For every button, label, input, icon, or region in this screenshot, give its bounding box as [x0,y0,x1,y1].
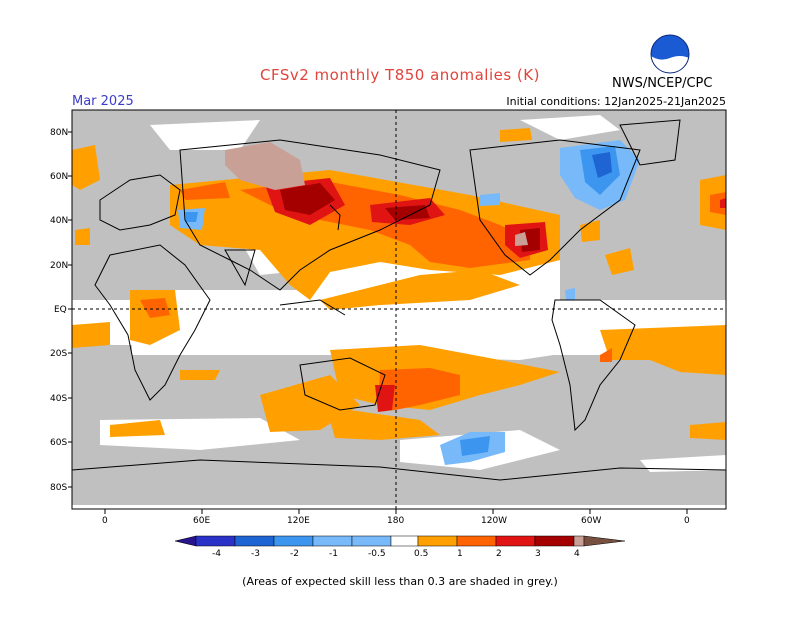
colorbar-segment [234,535,275,547]
agency-label: NWS/NCEP/CPC [612,76,713,91]
lat-label: 60N [50,172,68,182]
lon-label: 180 [387,516,404,526]
lat-axis: 80N 60N 40N 20N EQ 20S 40S 60S 80S [50,128,72,493]
initial-conditions: Initial conditions: 12Jan2025-21Jan2025 [506,95,726,108]
forecast-month: Mar 2025 [72,94,134,109]
lon-label: 60W [581,516,601,526]
map-title: CFSv2 monthly T850 anomalies (K) [260,66,540,84]
colorbar-segment [534,535,575,547]
colorbar-segment [273,535,314,547]
lat-label: EQ [54,305,67,315]
colorbar-label: -2 [290,549,299,559]
colorbar-segment [456,535,497,547]
colorbar-arrow-high [583,535,626,547]
lat-label: 20N [50,261,68,271]
noaa-logo [650,34,690,74]
coastlines [71,119,727,481]
colorbar-segment [390,535,419,547]
colorbar [174,535,626,547]
colorbar-segment [573,535,585,547]
colorbar-label: -0.5 [368,549,386,559]
lon-label: 0 [102,516,108,526]
lat-label: 80S [50,483,67,493]
colorbar-segment [417,535,458,547]
lon-label: 0 [684,516,690,526]
colorbar-label: -3 [251,549,260,559]
colorbar-label: 4 [574,549,580,559]
lat-label: 40S [50,394,67,404]
colorbar-segment [495,535,536,547]
colorbar-label: 3 [535,549,541,559]
colorbar-arrow-low [174,535,197,547]
lon-label: 60E [193,516,210,526]
lon-axis: 0 60E 120E 180 120W 60W 0 [102,509,690,526]
lat-label: 20S [50,349,67,359]
colorbar-label: 2 [496,549,502,559]
colorbar-segment [195,535,236,547]
lat-label: 60S [50,438,67,448]
colorbar-segment [312,535,353,547]
skill-footnote: (Areas of expected skill less than 0.3 a… [242,575,558,588]
lat-label: 80N [50,128,68,138]
colorbar-label: 0.5 [414,549,428,559]
lon-label: 120W [481,516,507,526]
lon-label: 120E [287,516,310,526]
colorbar-label: -4 [212,549,221,559]
colorbar-label: -1 [329,549,338,559]
colorbar-label: 1 [457,549,463,559]
colorbar-segment [351,535,392,547]
lat-label: 40N [50,216,68,226]
anomaly-shading [72,128,726,465]
reference-lines [72,110,726,509]
colorbar-labels: -4 -3 -2 -1 -0.5 0.5 1 2 3 4 [212,549,580,559]
